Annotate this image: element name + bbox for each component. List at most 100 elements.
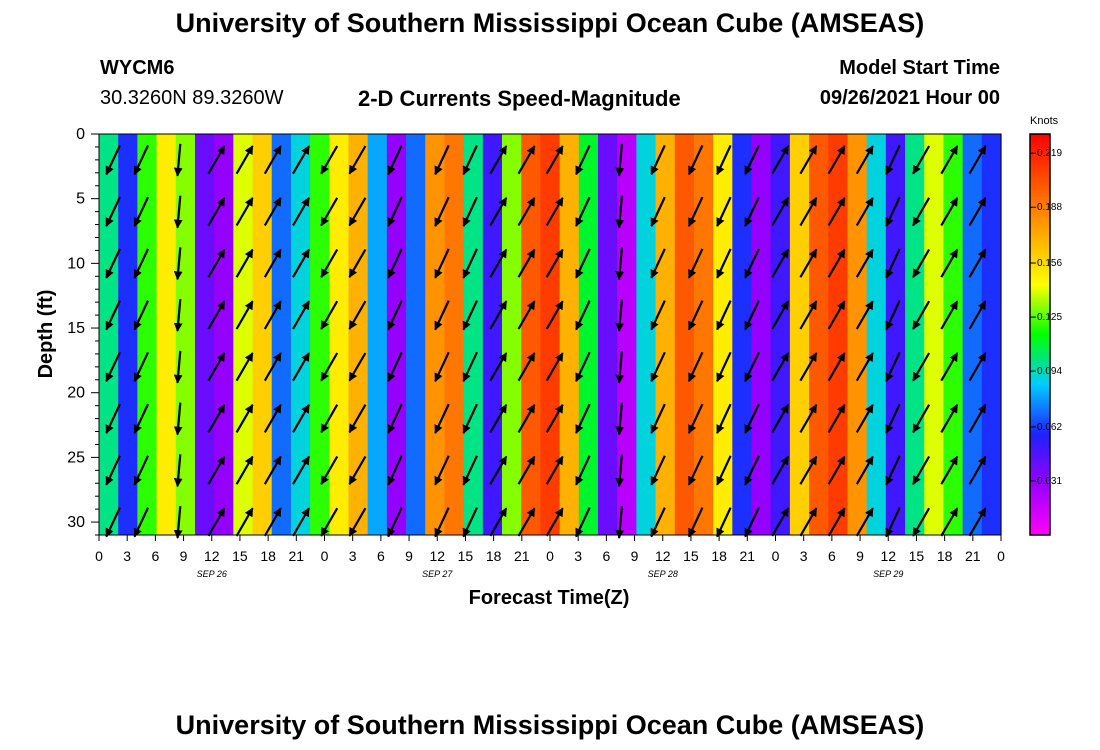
x-tick-label: 0 xyxy=(546,548,554,564)
current-vector-arrow xyxy=(912,507,931,537)
model-start-time: 09/26/2021 Hour 00 xyxy=(819,87,1000,109)
x-tick-label: 9 xyxy=(180,548,188,564)
current-vector-arrow xyxy=(650,144,666,176)
current-vector-arrow xyxy=(912,248,931,278)
current-vector-arrow xyxy=(292,197,310,227)
current-vector-arrow xyxy=(771,248,790,278)
station-coordinates: 30.3260N 89.3260W xyxy=(100,87,284,109)
current-vector-arrow xyxy=(133,455,149,486)
current-vector-arrow xyxy=(968,507,987,537)
current-vector-arrow xyxy=(716,300,732,331)
current-vector-arrow xyxy=(615,299,625,332)
heatmap-column xyxy=(962,134,983,535)
current-vector-arrow xyxy=(434,351,450,383)
x-tick-label: 18 xyxy=(937,548,953,564)
current-vector-arrow xyxy=(434,455,450,486)
heatmap-column xyxy=(271,134,292,535)
current-vector-arrow xyxy=(940,403,959,433)
heatmap-column xyxy=(118,134,138,535)
current-vector-arrow xyxy=(235,248,254,278)
heatmap-column xyxy=(655,134,676,535)
current-vector-arrow xyxy=(517,300,536,330)
current-vector-arrow xyxy=(575,351,591,383)
current-vector-arrow xyxy=(387,196,403,227)
current-vector-arrow xyxy=(545,197,564,227)
heatmap-column xyxy=(943,134,964,535)
y-tick-label: 5 xyxy=(76,191,85,208)
current-vector-arrow xyxy=(687,455,704,486)
current-vector-arrow xyxy=(855,248,874,278)
current-vector-arrow xyxy=(687,196,704,227)
current-vector-arrow xyxy=(105,248,121,279)
current-vector-arrow xyxy=(744,248,760,279)
x-tick-label: 6 xyxy=(377,548,385,564)
heatmap-column xyxy=(809,134,829,535)
current-vector-arrow xyxy=(434,196,450,227)
current-vector-arrow xyxy=(320,197,339,227)
current-vector-arrow xyxy=(434,507,450,538)
heatmap-column xyxy=(425,134,446,535)
current-vector-arrow xyxy=(207,352,226,382)
colorbar-tick-label: 0.188 xyxy=(1037,202,1062,213)
current-vector-arrow xyxy=(575,300,591,331)
current-vector-arrow xyxy=(615,143,625,177)
y-tick-label: 30 xyxy=(67,514,85,531)
x-tick-label: 15 xyxy=(458,548,474,564)
heatmap-column xyxy=(482,134,503,535)
current-vector-arrow xyxy=(292,352,310,382)
current-vector-arrow xyxy=(173,143,183,177)
x-tick-label: 21 xyxy=(740,548,756,564)
current-vector-arrow xyxy=(348,404,367,434)
heatmap-column xyxy=(559,134,580,535)
heatmap-column xyxy=(924,134,945,535)
x-tick-label: 15 xyxy=(232,548,248,564)
current-vector-arrow xyxy=(105,300,121,331)
current-vector-arrow xyxy=(885,196,901,227)
x-tick-label: 12 xyxy=(429,548,445,564)
current-vector-arrow xyxy=(799,197,818,227)
current-vector-arrow xyxy=(799,507,818,537)
y-tick-label: 25 xyxy=(67,449,85,466)
current-vector-arrow xyxy=(235,300,254,330)
current-vector-arrow xyxy=(827,455,846,485)
current-vector-arrow xyxy=(207,300,226,330)
current-vectors xyxy=(105,143,987,539)
current-vector-arrow xyxy=(799,300,818,330)
heatmap-column xyxy=(329,134,350,535)
heatmap-column xyxy=(502,134,522,535)
current-vector-arrow xyxy=(105,196,121,227)
current-vector-arrow xyxy=(292,403,310,433)
current-vector-arrow xyxy=(885,248,901,279)
current-vector-arrow xyxy=(968,403,987,433)
current-vector-arrow xyxy=(462,507,478,538)
current-vector-arrow xyxy=(716,351,732,383)
current-vector-arrow xyxy=(235,455,254,485)
current-vector-arrow xyxy=(771,197,790,227)
heatmap-column xyxy=(732,134,753,535)
current-vector-arrow xyxy=(133,300,149,331)
colorbar-tick-label: 0.219 xyxy=(1037,148,1062,159)
current-vector-arrow xyxy=(387,455,403,486)
day-label: SEP 27 xyxy=(422,569,453,579)
current-vector-arrow xyxy=(133,507,149,538)
x-tick-label: 0 xyxy=(772,548,780,564)
current-vector-arrow xyxy=(799,352,818,382)
current-vector-arrow xyxy=(744,403,760,434)
current-vector-arrow xyxy=(292,455,310,485)
current-vector-arrow xyxy=(235,403,254,433)
current-vector-arrow xyxy=(687,300,704,331)
current-vector-arrow xyxy=(615,247,625,281)
current-vector-arrow xyxy=(545,403,564,433)
y-tick-label: 15 xyxy=(67,320,85,337)
current-vector-arrow xyxy=(615,454,625,488)
current-vector-arrow xyxy=(855,197,874,227)
current-vector-arrow xyxy=(348,352,367,382)
x-tick-label: 9 xyxy=(631,548,639,564)
current-vector-arrow xyxy=(885,507,901,538)
current-vector-arrow xyxy=(885,403,901,434)
heatmap-column xyxy=(194,134,215,535)
current-vector-arrow xyxy=(827,300,846,330)
x-tick-label: 9 xyxy=(856,548,864,564)
heatmap-column xyxy=(885,134,906,535)
